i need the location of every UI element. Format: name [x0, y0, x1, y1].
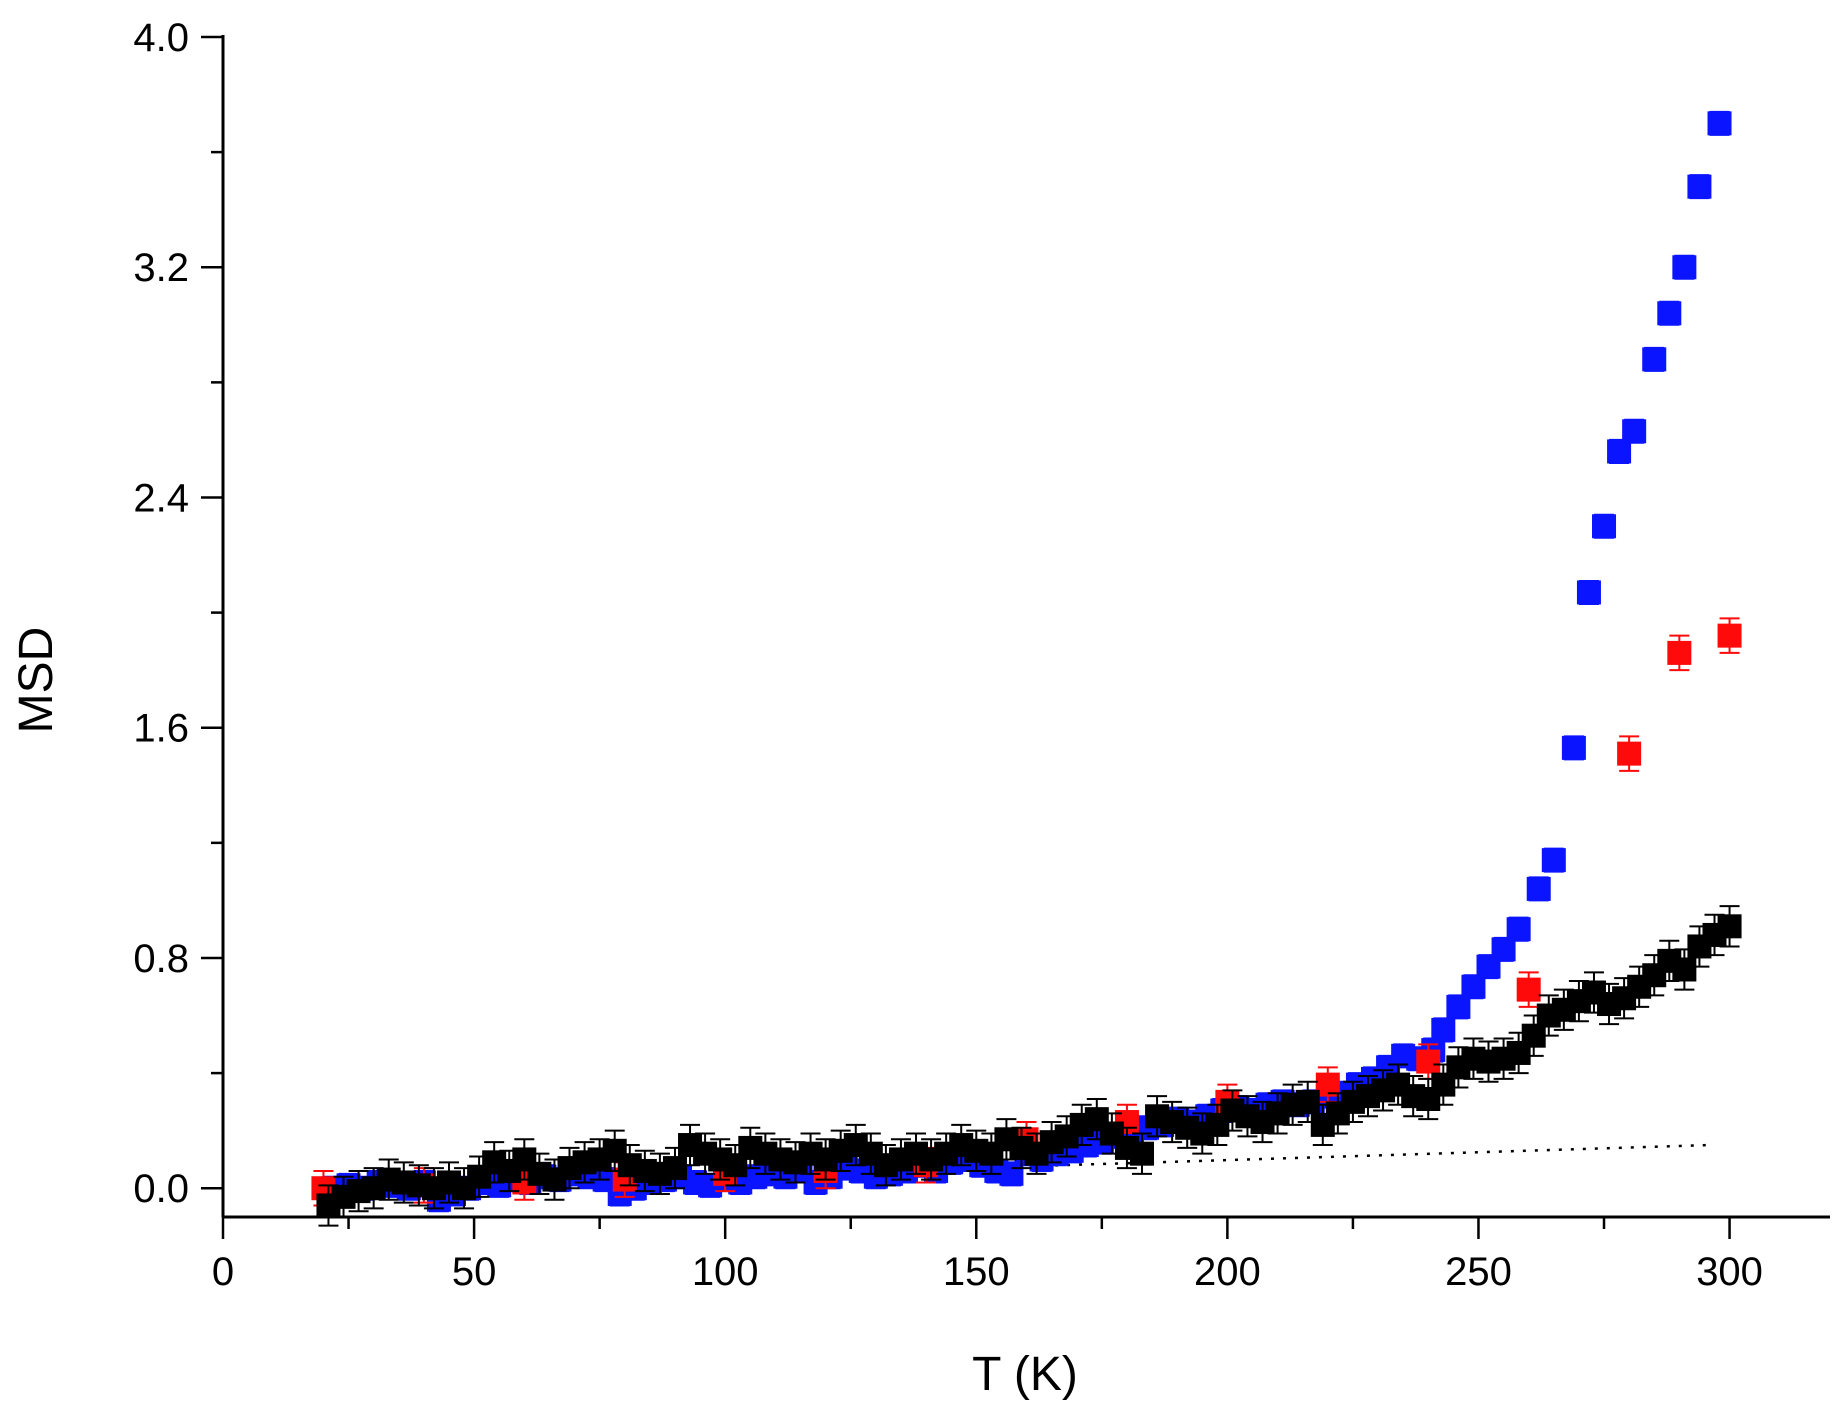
data-point — [1717, 914, 1742, 939]
x-tick-label: 0 — [212, 1250, 234, 1294]
data-point — [1416, 1049, 1441, 1074]
series-2 — [311, 617, 1742, 1207]
data-point — [1516, 977, 1541, 1002]
x-axis-title: T (K) — [972, 1348, 1078, 1401]
data-point — [1592, 514, 1617, 539]
y-tick-label: 1.6 — [133, 707, 189, 751]
data-point — [1642, 347, 1667, 372]
data-point — [1541, 848, 1566, 873]
data-point — [1687, 174, 1712, 199]
y-tick-label: 4.0 — [133, 16, 189, 60]
x-tick-label: 300 — [1696, 1250, 1763, 1294]
x-tick-label: 250 — [1445, 1250, 1512, 1294]
data-point — [1622, 419, 1647, 444]
x-tick-label: 50 — [452, 1250, 497, 1294]
x-tick-label: 100 — [692, 1250, 759, 1294]
data-point — [1521, 1023, 1546, 1048]
data-point — [1561, 735, 1586, 760]
data-point — [1506, 917, 1531, 942]
data-point — [1707, 111, 1732, 136]
y-tick-label: 2.4 — [133, 476, 189, 520]
data-point — [1431, 1017, 1456, 1042]
data-point — [1717, 623, 1742, 648]
axes-layer: 0 50 100 150 200 250 300 0.0 0.8 1.6 2.4 3.2 4.0 — [133, 16, 1830, 1294]
data-point — [1526, 876, 1551, 901]
data-point — [1617, 741, 1642, 766]
y-tick-label: 3.2 — [133, 246, 189, 290]
data-point — [1672, 957, 1697, 982]
y-axis-title: MSD — [10, 627, 63, 734]
data-point — [1672, 255, 1697, 280]
series-3 — [316, 905, 1742, 1227]
data-point — [1667, 640, 1692, 665]
data-point — [1130, 1141, 1155, 1166]
series-layer — [311, 110, 1742, 1227]
data-point — [1295, 1089, 1320, 1114]
data-point — [662, 1156, 687, 1181]
data-point — [1576, 580, 1601, 605]
x-tick-label: 200 — [1194, 1250, 1261, 1294]
data-point — [1657, 301, 1682, 326]
x-tick-label: 150 — [943, 1250, 1010, 1294]
y-tick-label: 0.0 — [133, 1167, 189, 1211]
y-tick-label: 0.8 — [133, 937, 189, 981]
